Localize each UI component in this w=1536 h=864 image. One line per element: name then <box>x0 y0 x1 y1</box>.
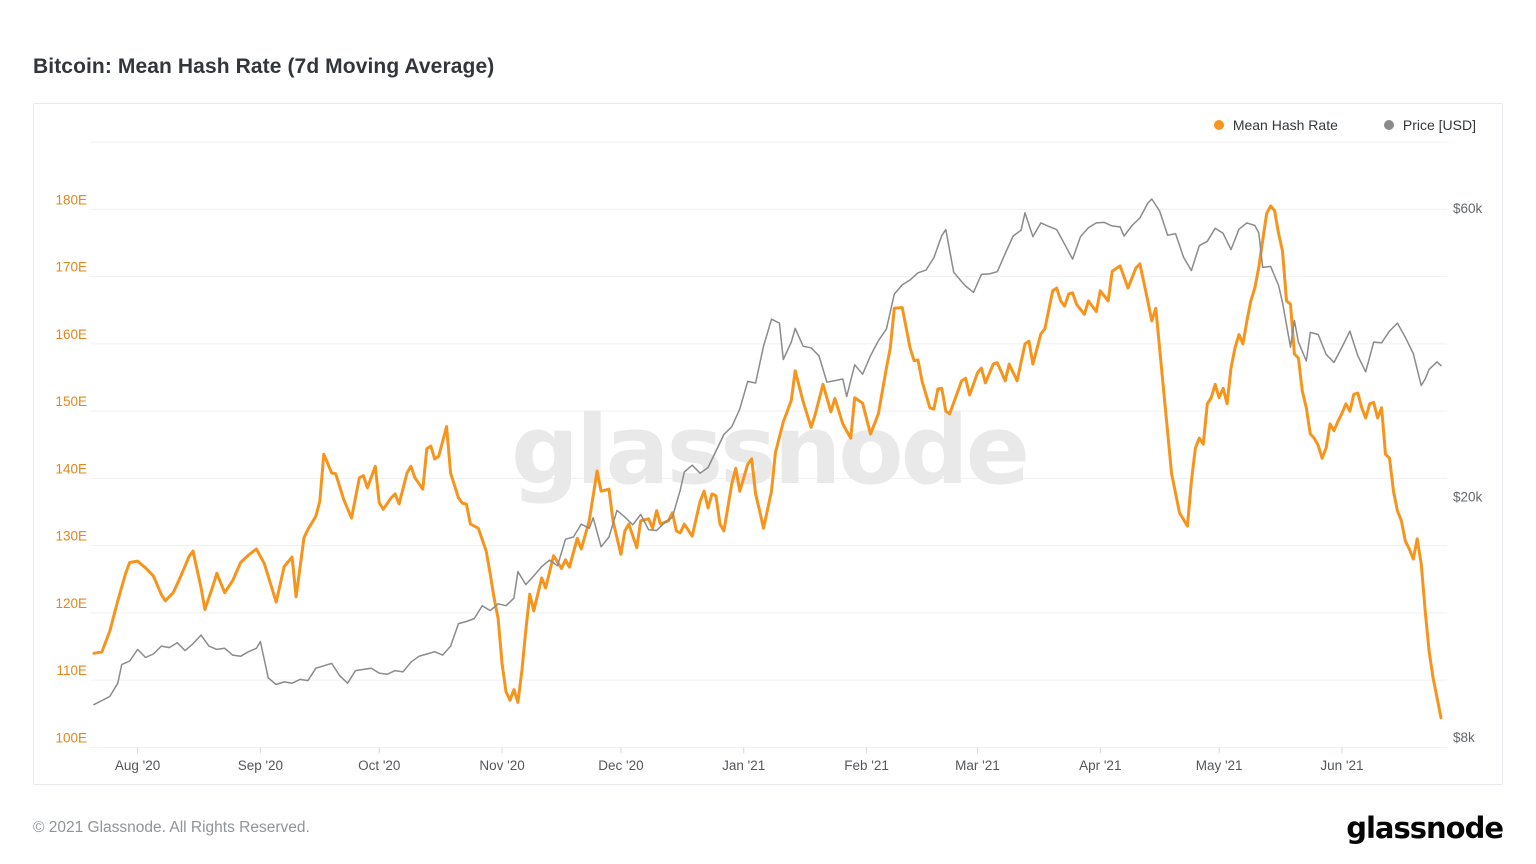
x-tick-label: Apr '21 <box>1079 758 1121 773</box>
x-tick-label: Feb '21 <box>844 758 889 773</box>
x-tick-label: Dec '20 <box>598 758 643 773</box>
hash-rate-dot-icon <box>1213 120 1224 130</box>
glassnode-logo[interactable]: glassnode <box>1346 811 1504 845</box>
y-left-tick-label: 120E <box>55 596 87 611</box>
page-title: Bitcoin: Mean Hash Rate (7d Moving Avera… <box>33 55 495 79</box>
y-left-tick-label: 110E <box>56 663 87 678</box>
legend-item-price[interactable]: Price [USD] <box>1383 117 1476 133</box>
y-left-tick-label: 140E <box>55 461 87 476</box>
chart-panel: Mean Hash Rate Price [USD] 100E 110E 120E 1… <box>33 103 1503 785</box>
y-left-tick-label: 180E <box>55 192 87 207</box>
x-tick-label: Oct '20 <box>358 758 400 773</box>
chart-canvas[interactable]: 100E 110E 120E 130E 140E 150E 160E 170E 180E $60k… <box>34 104 1502 784</box>
y-right-tick-label: $20k <box>1453 489 1483 504</box>
y-right-tick-label: $60k <box>1453 201 1483 216</box>
x-tick-label: Jun '21 <box>1320 758 1363 773</box>
x-tick-label: Nov '20 <box>479 758 524 773</box>
x-tick-label: Aug '20 <box>115 758 160 773</box>
y-right-tick-label: $8k <box>1453 730 1475 745</box>
legend-label-hash-rate: Mean Hash Rate <box>1232 117 1338 133</box>
hash-rate-line <box>92 204 1443 720</box>
x-tick-label: May '21 <box>1196 758 1243 773</box>
price-line <box>93 198 1442 706</box>
y-left-tick-label: 130E <box>55 529 87 544</box>
legend-label-price: Price [USD] <box>1402 117 1476 133</box>
x-tick-label: Mar '21 <box>955 758 1000 773</box>
price-dot-icon <box>1383 120 1394 130</box>
y-left-tick-label: 170E <box>55 260 87 275</box>
copyright-text: © 2021 Glassnode. All Rights Reserved. <box>33 819 310 836</box>
y-left-tick-label: 160E <box>55 327 87 342</box>
x-tick-label: Sep '20 <box>238 758 283 773</box>
legend-item-hash-rate[interactable]: Mean Hash Rate <box>1213 117 1338 133</box>
page-footer: © 2021 Glassnode. All Rights Reserved. g… <box>33 806 1504 850</box>
chart-legend: Mean Hash Rate Price [USD] <box>1213 117 1476 133</box>
x-tick-label: Jan '21 <box>722 758 765 773</box>
y-left-tick-label: 100E <box>55 730 87 745</box>
y-left-tick-label: 150E <box>55 394 87 409</box>
